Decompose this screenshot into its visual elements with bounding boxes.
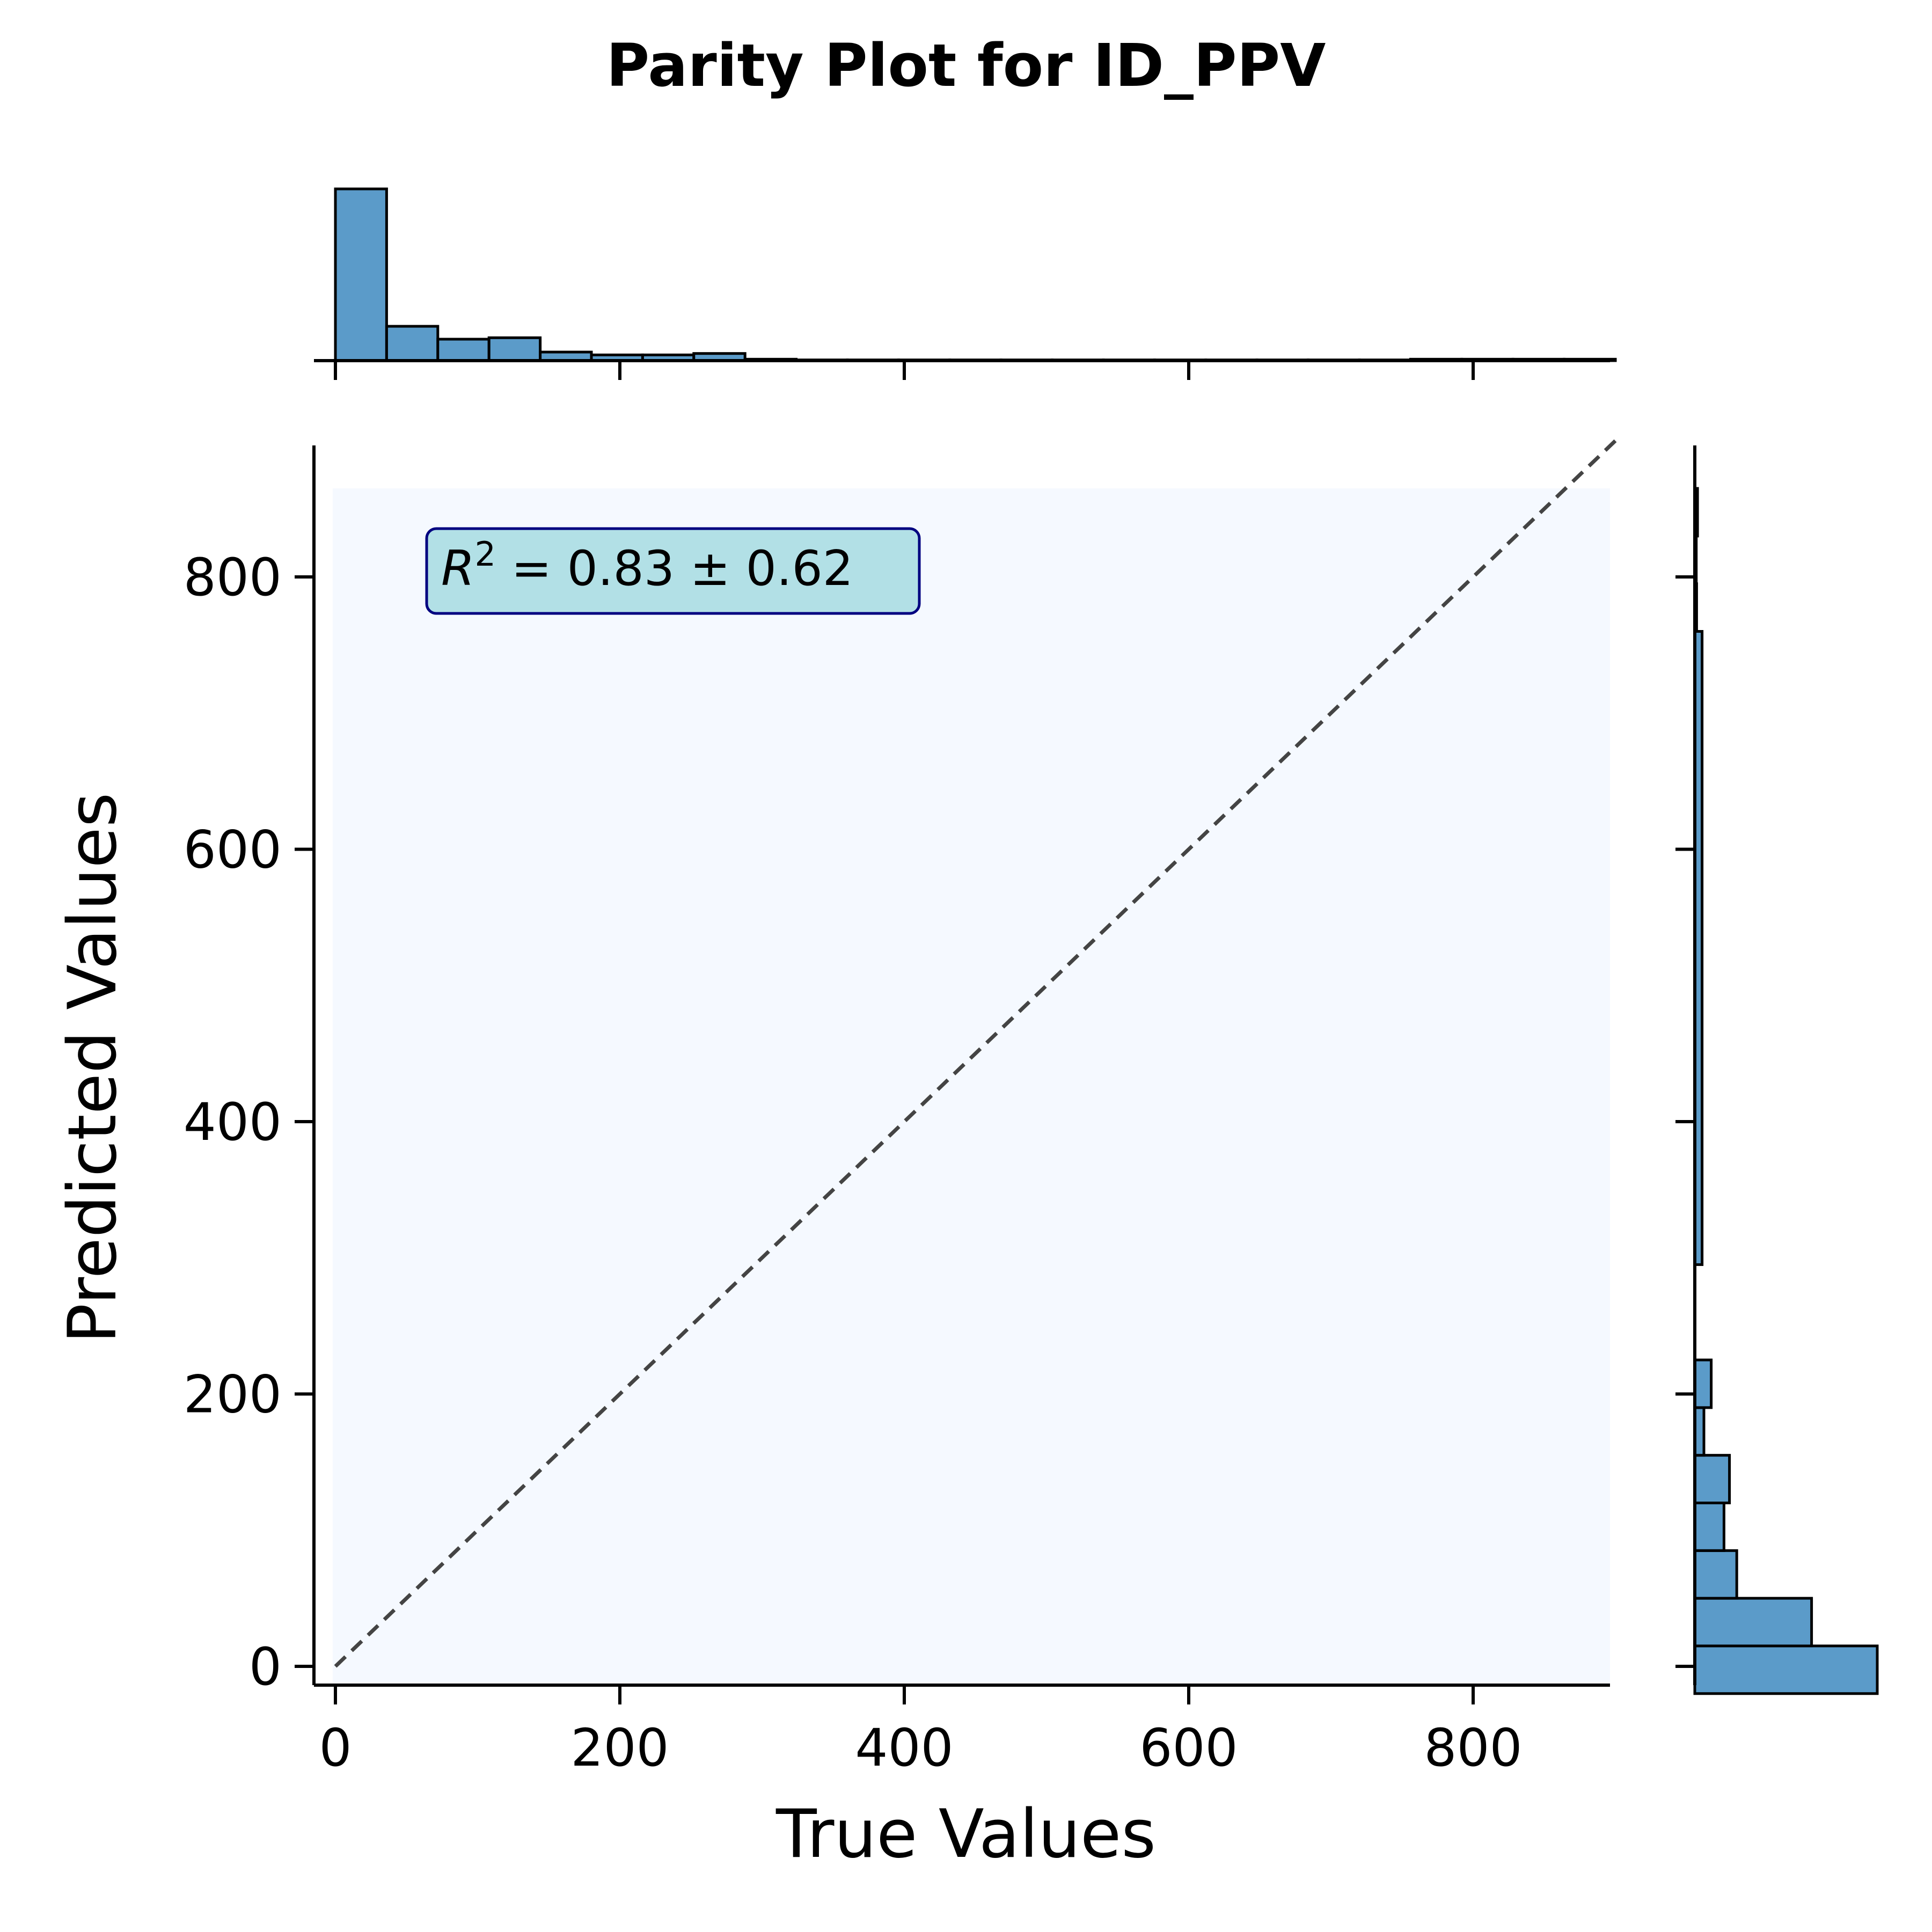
top-marginal-histogram [314, 187, 1617, 380]
x-tick-label: 800 [1424, 1718, 1522, 1778]
y-axis-ticks: 0 200 400 600 800 [184, 547, 314, 1697]
y-tick-label: 600 [184, 820, 282, 880]
right-marginal-histogram [1675, 445, 1879, 1695]
y-tick-label: 800 [184, 547, 282, 608]
x-tick-label: 600 [1139, 1718, 1238, 1778]
right-histogram-bar [1693, 1644, 1879, 1695]
r2-annotation-text: R2 = 0.83 ± 0.62 [441, 535, 853, 597]
r2-symbol: R [441, 540, 475, 597]
r2-value: = 0.83 ± 0.62 [496, 540, 853, 597]
top-histogram-bar [487, 336, 542, 362]
r2-exponent: 2 [475, 535, 496, 574]
y-axis-label: Predicted Values [54, 793, 131, 1344]
right-histogram-bar [1693, 1597, 1813, 1648]
parity-line [334, 439, 1617, 1668]
right-histogram-bar [1693, 1502, 1725, 1552]
right-histogram-bar [1693, 1549, 1738, 1600]
top-histogram-bar [385, 325, 440, 362]
main-plot-area: 0 200 400 600 800 0 200 400 600 800 R2 = 0.83 ± … [54, 439, 1617, 1873]
x-tick-label: 400 [855, 1718, 953, 1778]
chart-title: Parity Plot for ID_PPV [606, 31, 1326, 100]
top-histogram-bars [334, 187, 1617, 362]
x-tick-label: 200 [570, 1718, 669, 1778]
right-histogram-ticks [1675, 575, 1695, 1668]
r2-annotation-box [425, 527, 921, 615]
r2-annotation: R2 = 0.83 ± 0.62 [425, 527, 921, 615]
top-histogram-bar [334, 187, 388, 362]
top-histogram-bar [436, 338, 491, 362]
x-axis-ticks: 0 200 400 600 800 [319, 1685, 1523, 1778]
x-axis-label: True Values [775, 1796, 1156, 1873]
right-histogram-bar [1693, 1358, 1713, 1409]
right-histogram-bar [1693, 1454, 1731, 1504]
y-tick-label: 400 [184, 1092, 282, 1152]
right-histogram-bars [1693, 487, 1879, 1695]
y-tick-label: 0 [249, 1637, 282, 1697]
plot-background [333, 488, 1610, 1685]
top-histogram-ticks [334, 361, 1475, 380]
y-tick-label: 200 [184, 1365, 282, 1425]
x-tick-label: 0 [319, 1718, 352, 1778]
